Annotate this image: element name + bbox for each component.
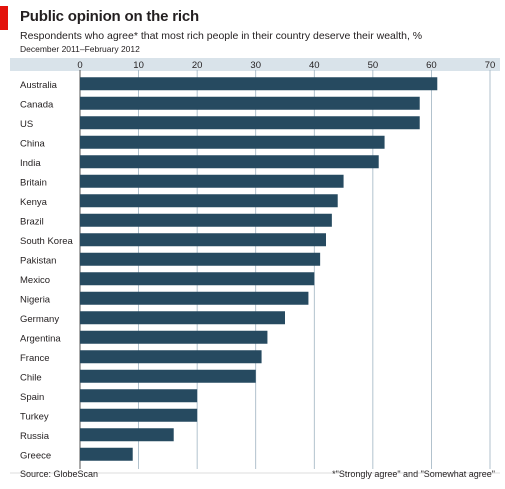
brand-accent-bar	[0, 6, 8, 30]
bar-russia	[80, 428, 174, 442]
category-label: US	[20, 119, 33, 130]
bar-pakistan	[80, 252, 321, 266]
x-tick-label: 10	[133, 60, 144, 71]
bar-nigeria	[80, 291, 309, 305]
x-tick-label: 50	[368, 60, 379, 71]
x-tick-label: 70	[485, 60, 496, 71]
bar-france	[80, 350, 262, 364]
category-label: Mexico	[20, 275, 50, 286]
bar-brazil	[80, 213, 332, 227]
bar-us	[80, 116, 420, 130]
bar-india	[80, 155, 379, 169]
bar-australia	[80, 77, 438, 91]
chart-date-range: December 2011–February 2012	[20, 44, 140, 54]
category-label: Australia	[20, 80, 58, 91]
category-label: Spain	[20, 392, 44, 403]
bar-china	[80, 135, 385, 149]
bar-argentina	[80, 330, 268, 344]
category-label: Kenya	[20, 197, 48, 208]
category-label: Turkey	[20, 411, 49, 422]
category-label: Nigeria	[20, 294, 51, 305]
x-tick-label: 0	[77, 60, 82, 71]
category-label: Chile	[20, 372, 42, 383]
bar-south-korea	[80, 233, 326, 247]
footnote: *"Strongly agree" and "Somewhat agree"	[332, 469, 495, 479]
chart-title: Public opinion on the rich	[20, 8, 199, 25]
bar-chile	[80, 369, 256, 383]
bar-spain	[80, 389, 198, 403]
category-label: Germany	[20, 314, 59, 325]
category-label: China	[20, 138, 46, 149]
category-label: Pakistan	[20, 255, 56, 266]
category-label: France	[20, 353, 50, 364]
chart-subtitle: Respondents who agree* that most rich pe…	[20, 30, 423, 42]
category-label: Canada	[20, 99, 54, 110]
bar-canada	[80, 96, 420, 110]
x-tick-label: 40	[309, 60, 320, 71]
category-label: Russia	[20, 431, 50, 442]
bar-britain	[80, 174, 344, 188]
x-tick-label: 60	[426, 60, 437, 71]
bar-germany	[80, 311, 285, 325]
bar-greece	[80, 447, 133, 461]
bar-kenya	[80, 194, 338, 208]
category-label: Brazil	[20, 216, 44, 227]
category-label: Greece	[20, 450, 51, 461]
category-label: Britain	[20, 177, 47, 188]
source-note: Source: GlobeScan	[20, 469, 99, 479]
bar-turkey	[80, 408, 198, 422]
x-tick-label: 30	[250, 60, 261, 71]
category-label: South Korea	[20, 236, 74, 247]
axis-band	[10, 58, 500, 71]
category-label: India	[20, 158, 41, 169]
bar-mexico	[80, 272, 315, 286]
category-label: Argentina	[20, 333, 61, 344]
x-tick-label: 20	[192, 60, 203, 71]
